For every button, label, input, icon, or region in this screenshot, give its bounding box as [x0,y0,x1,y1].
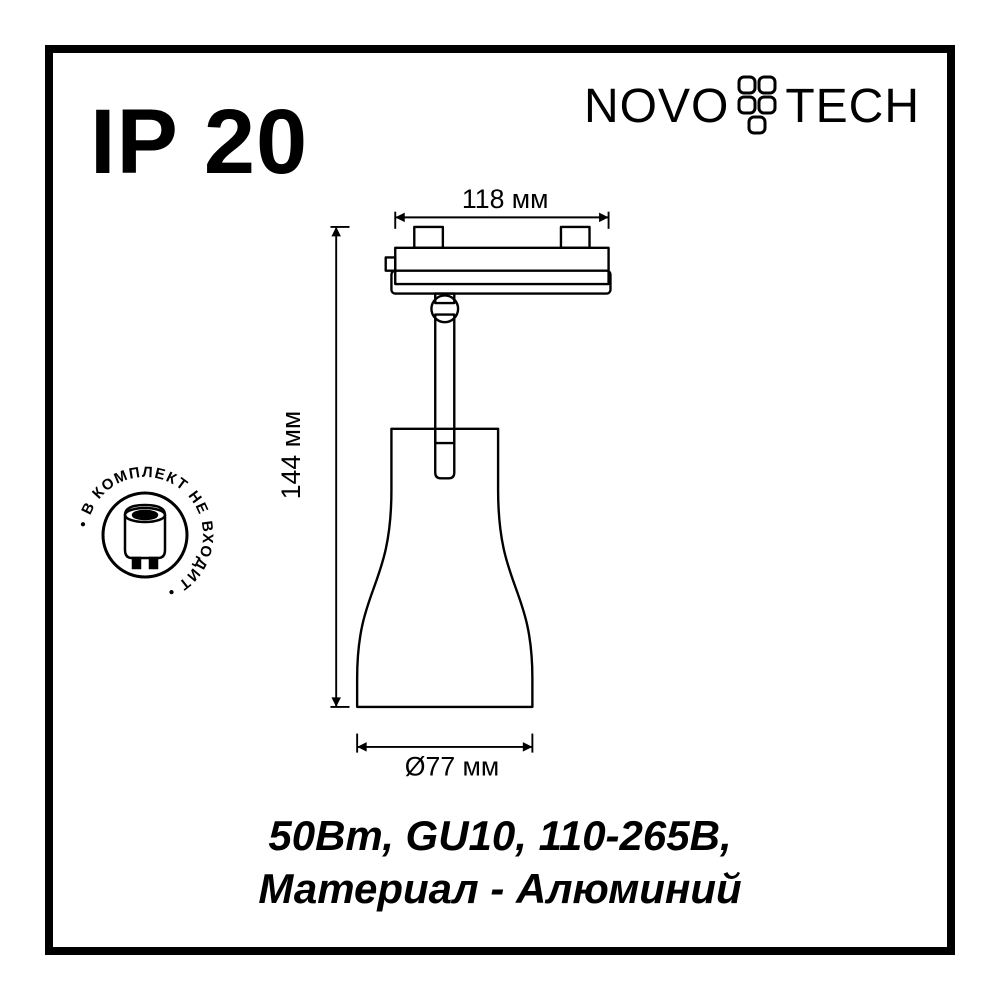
specs-line-1: 50Вт, GU10, 110-265В, [0,810,1000,863]
technical-drawing: 118 мм144 ммØ77 мм [260,185,740,755]
specifications: 50Вт, GU10, 110-265В, Материал - Алюмини… [0,810,1000,915]
brand-part2: TECH [785,79,920,134]
ip-rating: IP 20 [90,90,308,195]
clover-icon [731,75,783,137]
brand-part1: NOVO [584,79,729,134]
not-included-badge: • В КОМПЛЕКТ НЕ ВХОДИТ • [70,460,220,610]
specs-line-2: Материал - Алюминий [0,863,1000,916]
svg-text:144 мм: 144 мм [276,411,306,500]
svg-text:• В КОМПЛЕКТ НЕ ВХОДИТ •: • В КОМПЛЕКТ НЕ ВХОДИТ • [75,464,217,601]
svg-text:Ø77 мм: Ø77 мм [405,751,499,781]
brand-logo: NOVO TECH [584,75,920,137]
svg-text:118 мм: 118 мм [462,185,549,214]
